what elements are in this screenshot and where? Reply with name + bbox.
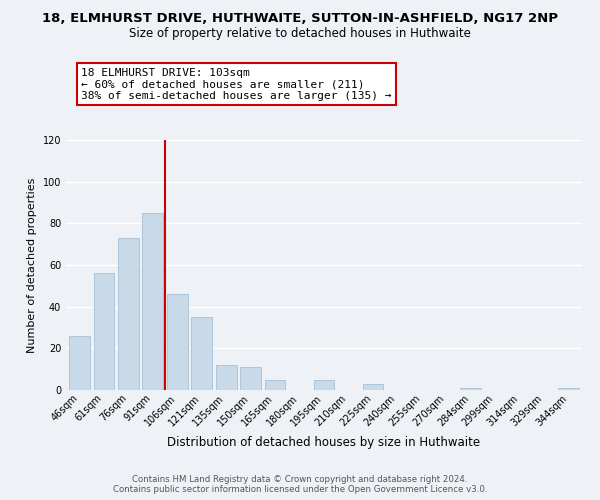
Bar — [142, 213, 163, 390]
Bar — [167, 294, 188, 390]
Y-axis label: Number of detached properties: Number of detached properties — [27, 178, 37, 352]
Bar — [191, 317, 212, 390]
Bar — [216, 365, 236, 390]
Text: Contains HM Land Registry data © Crown copyright and database right 2024.: Contains HM Land Registry data © Crown c… — [132, 475, 468, 484]
Bar — [118, 238, 139, 390]
Text: 18 ELMHURST DRIVE: 103sqm
← 60% of detached houses are smaller (211)
38% of semi: 18 ELMHURST DRIVE: 103sqm ← 60% of detac… — [81, 68, 392, 100]
Bar — [240, 367, 261, 390]
Bar — [362, 384, 383, 390]
Bar — [558, 388, 579, 390]
Bar — [69, 336, 90, 390]
Bar — [94, 274, 114, 390]
Bar — [265, 380, 286, 390]
Text: Size of property relative to detached houses in Huthwaite: Size of property relative to detached ho… — [129, 28, 471, 40]
Bar — [460, 388, 481, 390]
Text: Contains public sector information licensed under the Open Government Licence v3: Contains public sector information licen… — [113, 485, 487, 494]
Text: 18, ELMHURST DRIVE, HUTHWAITE, SUTTON-IN-ASHFIELD, NG17 2NP: 18, ELMHURST DRIVE, HUTHWAITE, SUTTON-IN… — [42, 12, 558, 26]
Bar — [314, 380, 334, 390]
X-axis label: Distribution of detached houses by size in Huthwaite: Distribution of detached houses by size … — [167, 436, 481, 449]
